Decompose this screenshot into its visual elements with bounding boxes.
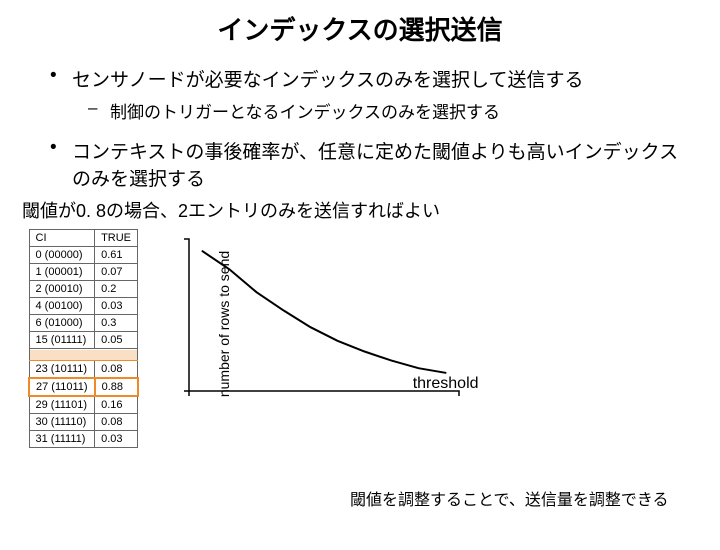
- cell-ci: 4 (00100): [29, 298, 95, 315]
- table-row: 27 (11011)0.88: [29, 378, 138, 396]
- table-separator: [29, 349, 138, 361]
- cell-ci: 0 (00000): [29, 247, 95, 264]
- bullet-marker: •: [50, 137, 72, 191]
- footer-note: 閾値を調整することで、送信量を調整できる: [350, 486, 669, 510]
- bullet-marker: •: [50, 65, 72, 92]
- bullet-list: • センサノードが必要なインデックスのみを選択して送信する – 制御のトリガーと…: [0, 65, 720, 191]
- caption: 閾値が0. 8の場合、2エントリのみを送信すればよい: [22, 197, 720, 223]
- cell-value: 0.3: [95, 315, 138, 332]
- cell-ci: 1 (00001): [29, 264, 95, 281]
- table-row: 23 (10111)0.08: [29, 361, 138, 379]
- chart-xlabel: threshold: [413, 375, 479, 393]
- subbullet-1: – 制御のトリガーとなるインデックスのみを選択する: [88, 98, 690, 123]
- cell-value: 0.03: [95, 431, 138, 448]
- bullet-2: • コンテキストの事後確率が、任意に定めた閾値よりも高いインデックスのみを選択す…: [50, 137, 690, 191]
- bullet-marker: –: [88, 98, 110, 123]
- table-header-row: CI TRUE: [29, 230, 138, 247]
- table-row: 29 (11101)0.16: [29, 396, 138, 414]
- page-title: インデックスの選択送信: [0, 10, 720, 47]
- cell-ci: 2 (00010): [29, 281, 95, 298]
- subbullet-1-text: 制御のトリガーとなるインデックスのみを選択する: [110, 98, 500, 123]
- table-row: 6 (01000)0.3: [29, 315, 138, 332]
- cell-value: 0.61: [95, 247, 138, 264]
- cell-value: 0.07: [95, 264, 138, 281]
- col-true: TRUE: [95, 230, 138, 247]
- cell-ci: 23 (10111): [29, 361, 95, 379]
- cell-ci: 6 (01000): [29, 315, 95, 332]
- chart-area: number of rows to send threshold: [159, 229, 489, 419]
- bullet-1-text: センサノードが必要なインデックスのみを選択して送信する: [72, 65, 583, 92]
- cell-ci: 30 (11110): [29, 414, 95, 431]
- cell-value: 0.03: [95, 298, 138, 315]
- col-ci: CI: [29, 230, 95, 247]
- cell-value: 0.88: [95, 378, 138, 396]
- cell-value: 0.05: [95, 332, 138, 349]
- bullet-1: • センサノードが必要なインデックスのみを選択して送信する: [50, 65, 690, 92]
- cell-value: 0.08: [95, 414, 138, 431]
- cell-value: 0.2: [95, 281, 138, 298]
- cell-value: 0.16: [95, 396, 138, 414]
- cell-ci: 29 (11101): [29, 396, 95, 414]
- cell-ci: 15 (01111): [29, 332, 95, 349]
- cell-value: 0.08: [95, 361, 138, 379]
- table-row: 15 (01111)0.05: [29, 332, 138, 349]
- table-row: 1 (00001)0.07: [29, 264, 138, 281]
- cell-ci: 27 (11011): [29, 378, 95, 396]
- table-row: 2 (00010)0.2: [29, 281, 138, 298]
- table-row: 31 (11111)0.03: [29, 431, 138, 448]
- index-table: CI TRUE 0 (00000)0.611 (00001)0.072 (000…: [28, 229, 139, 448]
- chart-ylabel: number of rows to send: [216, 251, 232, 397]
- table-row: 0 (00000)0.61: [29, 247, 138, 264]
- bullet-2-text: コンテキストの事後確率が、任意に定めた閾値よりも高いインデックスのみを選択する: [72, 137, 690, 191]
- table-row: 30 (11110)0.08: [29, 414, 138, 431]
- table-row: 4 (00100)0.03: [29, 298, 138, 315]
- cell-ci: 31 (11111): [29, 431, 95, 448]
